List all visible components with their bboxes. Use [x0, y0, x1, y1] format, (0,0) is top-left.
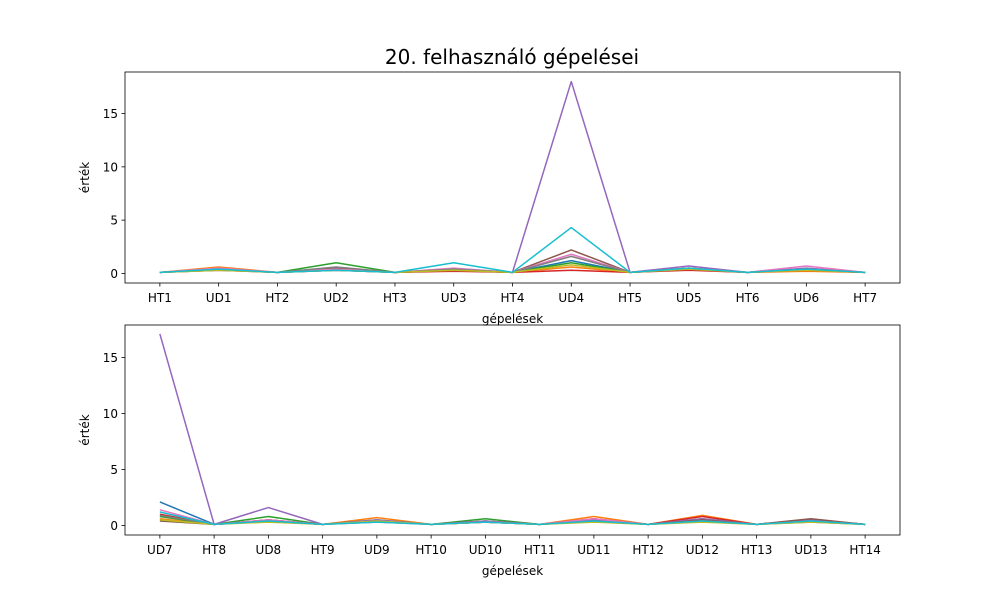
x-tick-label: UD7 — [147, 543, 173, 557]
x-tick-label: HT14 — [849, 543, 881, 557]
x-axis-label: gépelések — [482, 564, 543, 578]
x-tick-label: HT10 — [415, 543, 447, 557]
chart-title: 20. felhasználó gépelései — [385, 45, 639, 69]
x-tick-label: UD9 — [364, 543, 390, 557]
series-line-10 — [159, 226, 866, 274]
series-lines — [159, 333, 866, 526]
x-tick-label: UD2 — [323, 291, 349, 305]
x-axis-label: gépelések — [482, 312, 543, 326]
axes-frame — [124, 324, 901, 536]
y-tick-label: 5 — [110, 463, 118, 477]
x-tick-label: HT12 — [632, 543, 664, 557]
x-tick-label: UD11 — [577, 543, 610, 557]
y-tick-label: 0 — [110, 267, 118, 281]
x-tick-label: HT1 — [148, 291, 172, 305]
series-lines — [159, 80, 866, 274]
y-tick-label: 0 — [110, 519, 118, 533]
x-tick-label: UD13 — [794, 543, 827, 557]
x-tick-label: UD1 — [206, 291, 232, 305]
x-tick-label: UD5 — [676, 291, 702, 305]
y-tick-label: 10 — [103, 407, 118, 421]
x-tick-label: UD8 — [256, 543, 282, 557]
x-tick-label: UD10 — [469, 543, 502, 557]
x-tick-label: HT2 — [265, 291, 289, 305]
y-tick-label: 5 — [110, 214, 118, 228]
x-tick-label: UD6 — [794, 291, 820, 305]
x-tick-label: HT3 — [383, 291, 407, 305]
x-tick-label: HT7 — [853, 291, 877, 305]
top-subplot: HT1 UD1 HT2 UD2 HT3 UD3 HT4 UD4 HT5 UD5 HT6 UD6 HT7 0… — [78, 71, 901, 326]
x-tick-label: HT6 — [736, 291, 760, 305]
x-tick-label: HT4 — [501, 291, 525, 305]
x-tick-label: HT13 — [741, 543, 773, 557]
y-tick-label: 15 — [103, 351, 118, 365]
series-line-10 — [159, 511, 866, 526]
x-tick-label: HT9 — [311, 543, 335, 557]
x-tick-label: HT11 — [524, 543, 556, 557]
bottom-subplot: UD7 HT8 UD8 HT9 UD9 HT10 UD10 HT11 UD11 HT12 UD12 H… — [78, 324, 901, 578]
y-tick-label: 15 — [103, 107, 118, 121]
y-tick-label: 10 — [103, 160, 118, 174]
x-tick-label: HT5 — [618, 291, 642, 305]
x-tick-label: HT8 — [202, 543, 226, 557]
y-axis-label: érték — [78, 162, 92, 193]
y-axis-label: érték — [78, 414, 92, 445]
x-tick-label: UD3 — [441, 291, 467, 305]
x-tick-label: UD12 — [686, 543, 719, 557]
x-tick-label: UD4 — [558, 291, 584, 305]
